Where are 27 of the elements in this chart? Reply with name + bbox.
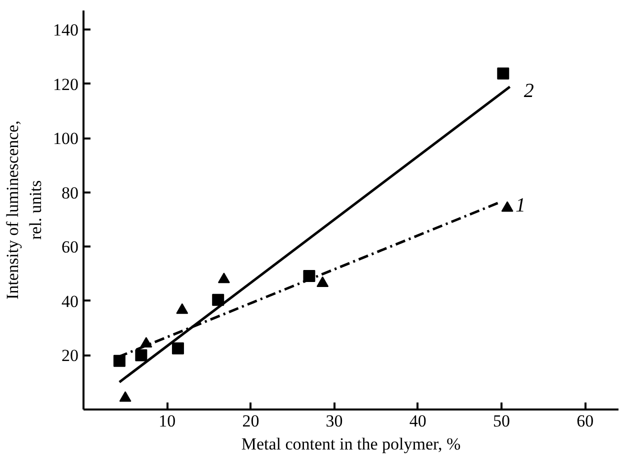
point xyxy=(497,67,510,80)
point xyxy=(113,354,126,367)
series-label: 2 xyxy=(524,80,534,102)
x-tick-label: 40 xyxy=(409,412,426,430)
y-tick-label: 60 xyxy=(62,238,78,257)
y-tick-label: 80 xyxy=(62,183,78,202)
y-tick-label: 40 xyxy=(62,292,78,311)
y-tick-label: 100 xyxy=(53,129,78,148)
point xyxy=(316,276,329,287)
x-tick-label: 10 xyxy=(158,412,176,430)
point xyxy=(218,272,230,284)
y-tick-label: 120 xyxy=(53,74,78,94)
x-tick-label: 30 xyxy=(326,412,343,430)
x-tick-label: 50 xyxy=(492,412,510,430)
point xyxy=(135,349,148,362)
y-tick-label: 140 xyxy=(53,20,78,40)
x-tick-label: 20 xyxy=(242,412,260,430)
y-tick-label: 20 xyxy=(62,346,78,366)
series-label: 1 xyxy=(515,194,526,217)
point xyxy=(119,391,132,402)
x-axis-title: Metal content in the polymer, % xyxy=(241,434,461,454)
x-tick-label: 60 xyxy=(576,412,594,430)
point xyxy=(501,201,514,212)
y-axis-title: Intensity of luminescence, rel. units xyxy=(3,120,45,300)
point xyxy=(172,342,184,354)
point xyxy=(212,294,224,306)
point xyxy=(176,303,188,314)
